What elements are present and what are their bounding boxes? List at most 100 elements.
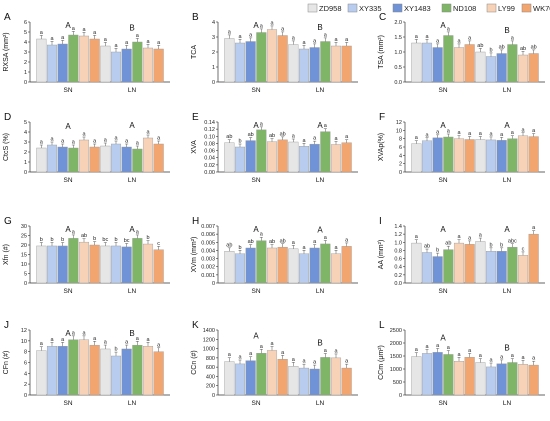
y-tick-label: 5 bbox=[24, 120, 27, 126]
y-tick-label: 0.14 bbox=[204, 120, 215, 126]
significance-letter: a bbox=[146, 130, 150, 136]
legend-label: LY99 bbox=[498, 4, 515, 13]
bar bbox=[46, 44, 58, 83]
bar bbox=[298, 253, 310, 284]
bar bbox=[341, 142, 352, 173]
y-axis-label: TSA (mm²) bbox=[378, 35, 385, 69]
significance-letter: a bbox=[479, 353, 483, 359]
y-axis-label: TCA bbox=[191, 45, 198, 59]
bar bbox=[496, 251, 507, 284]
bar bbox=[78, 241, 90, 284]
y-tick-label: 1 bbox=[24, 70, 27, 76]
bar bbox=[309, 368, 320, 396]
bar bbox=[36, 147, 47, 173]
group-letter: A bbox=[65, 329, 71, 338]
significance-letter: ab bbox=[445, 241, 451, 247]
significance-letter: a bbox=[345, 37, 349, 43]
significance-letter: ab bbox=[531, 44, 537, 50]
bar bbox=[421, 353, 433, 396]
significance-letter: ab bbox=[269, 133, 275, 139]
bar bbox=[132, 238, 143, 284]
bar bbox=[411, 42, 422, 83]
group-letter: A bbox=[440, 21, 446, 30]
y-tick-label: 0.0 bbox=[394, 80, 402, 86]
y-tick-label: 0.004 bbox=[201, 248, 215, 254]
y-axis-label: CCm (μm²) bbox=[378, 345, 385, 380]
bar bbox=[298, 48, 310, 83]
group-letter: A bbox=[65, 21, 71, 30]
significance-letter: a bbox=[334, 348, 338, 354]
bar bbox=[528, 364, 539, 396]
legend-label: WK702 bbox=[533, 4, 550, 13]
y-tick-label: 1 bbox=[24, 160, 27, 166]
y-tick-label: 12 bbox=[396, 120, 402, 126]
y-tick-label: 2.0 bbox=[394, 20, 402, 26]
x-tick-label: SN bbox=[63, 87, 72, 94]
significance-letter: a bbox=[249, 351, 253, 357]
legend-swatch bbox=[521, 3, 532, 13]
bar bbox=[68, 238, 79, 284]
bar bbox=[121, 348, 132, 396]
significance-letter: a bbox=[425, 132, 429, 138]
bar bbox=[320, 41, 331, 83]
bar bbox=[142, 243, 154, 284]
significance-letter: ab bbox=[81, 233, 87, 239]
x-tick-label: SN bbox=[438, 288, 447, 295]
bar bbox=[341, 367, 352, 396]
y-tick-label: 0.10 bbox=[204, 134, 215, 140]
y-tick-label: 1.0 bbox=[394, 50, 402, 56]
bar bbox=[266, 29, 278, 83]
significance-letter: a bbox=[136, 141, 140, 147]
panel-letter: L bbox=[379, 320, 385, 331]
significance-letter: abc bbox=[508, 238, 517, 244]
x-tick-label: SN bbox=[438, 177, 447, 184]
y-tick-label: 0 bbox=[212, 281, 215, 287]
group-letter: A bbox=[253, 121, 259, 130]
y-tick-label: 5 bbox=[24, 272, 27, 278]
bar bbox=[277, 139, 288, 173]
significance-letter: a bbox=[500, 354, 504, 360]
significance-letter: a bbox=[125, 139, 129, 145]
bar bbox=[121, 146, 132, 173]
significance-letter: b bbox=[61, 237, 64, 243]
bar bbox=[68, 147, 79, 173]
y-tick-label: 1500 bbox=[390, 354, 402, 360]
bar bbox=[475, 51, 486, 83]
y-tick-label: 1 bbox=[212, 65, 215, 71]
legend-swatch bbox=[347, 3, 358, 13]
legend-label: XY335 bbox=[359, 4, 382, 13]
significance-letter: a bbox=[447, 129, 451, 135]
bar bbox=[256, 240, 267, 284]
group-letter: A bbox=[317, 121, 323, 130]
x-tick-label: LN bbox=[503, 87, 512, 94]
y-tick-label: 4 bbox=[399, 153, 402, 159]
bar bbox=[421, 140, 433, 173]
bar bbox=[464, 244, 475, 284]
bar bbox=[341, 45, 352, 83]
y-tick-label: 12 bbox=[21, 328, 27, 334]
bar bbox=[496, 140, 507, 173]
bar bbox=[224, 361, 235, 396]
y-tick-label: 15 bbox=[21, 253, 27, 259]
y-tick-label: 0 bbox=[24, 393, 27, 399]
significance-letter: a bbox=[468, 35, 472, 41]
x-tick-label: LN bbox=[316, 87, 325, 94]
legend-label: ND108 bbox=[453, 4, 476, 13]
bar bbox=[288, 366, 299, 396]
significance-letter: a bbox=[281, 26, 285, 32]
significance-letter: a bbox=[228, 352, 232, 358]
y-tick-label: 6 bbox=[399, 145, 402, 151]
significance-letter: b bbox=[50, 237, 53, 243]
significance-letter: b bbox=[238, 245, 241, 251]
significance-letter: ab bbox=[248, 239, 254, 245]
bar bbox=[100, 145, 111, 173]
y-tick-label: 0 bbox=[212, 393, 215, 399]
bar bbox=[443, 136, 454, 173]
y-tick-label: 2500 bbox=[390, 328, 402, 334]
y-tick-label: 2000 bbox=[390, 341, 402, 347]
significance-letter: a bbox=[468, 348, 472, 354]
x-tick-label: SN bbox=[63, 177, 72, 184]
bar bbox=[132, 344, 143, 396]
